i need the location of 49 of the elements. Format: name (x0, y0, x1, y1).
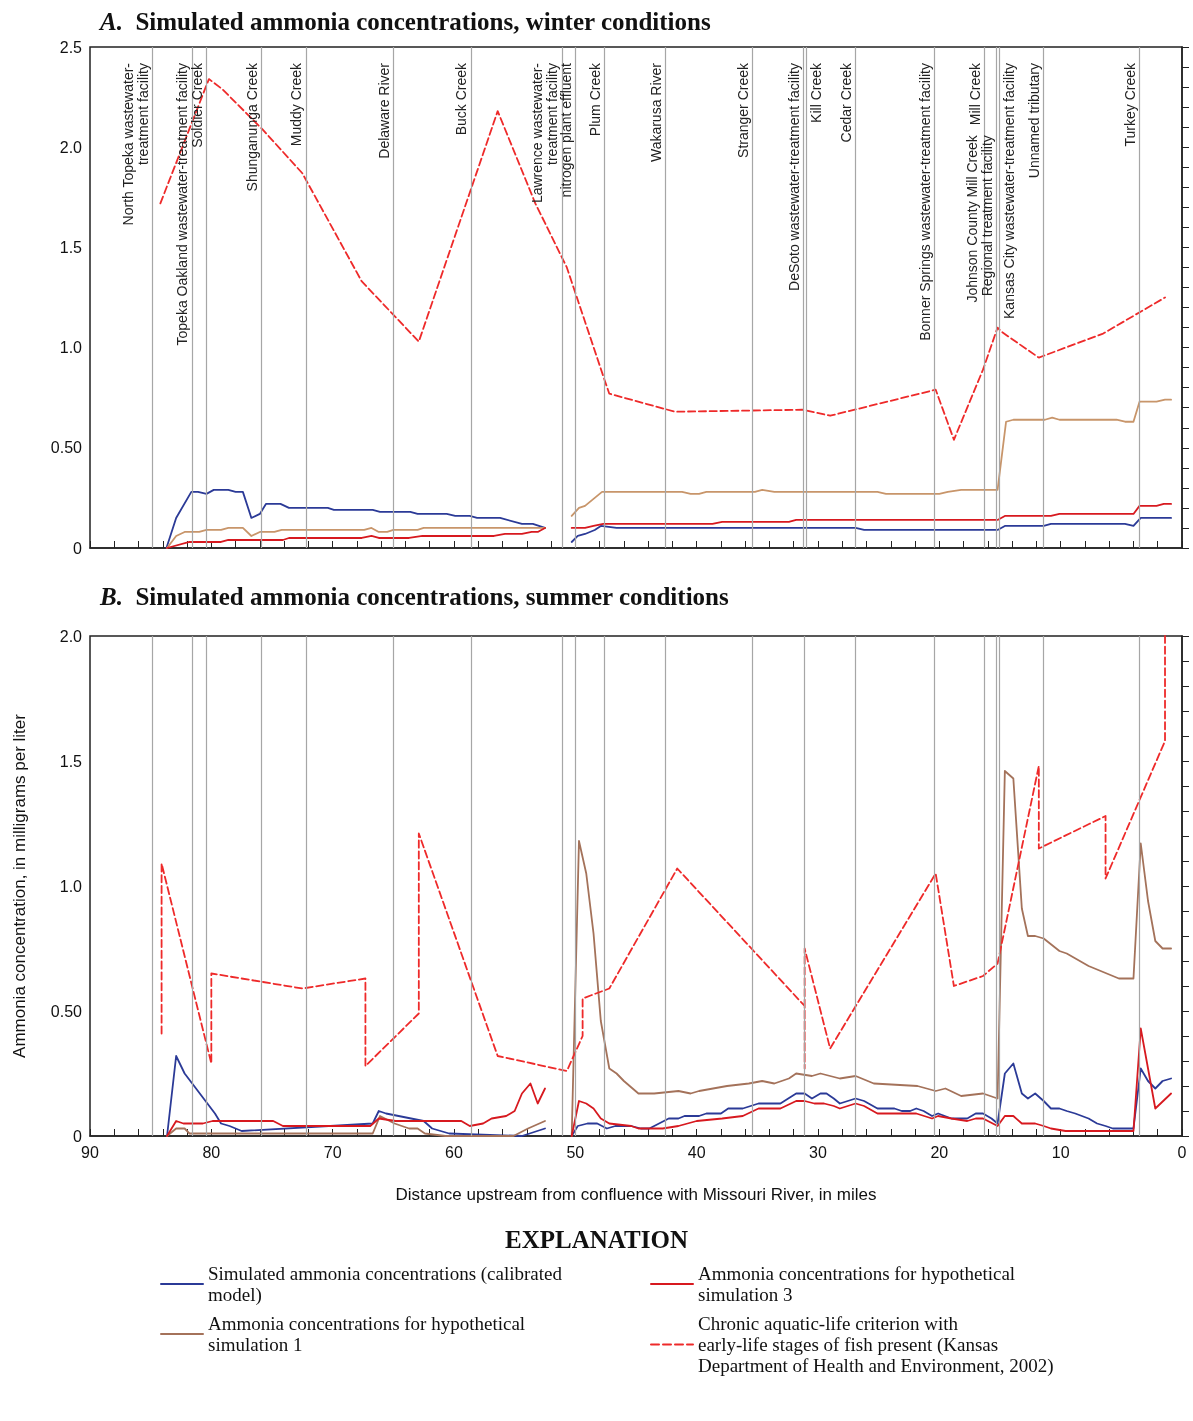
y-tick-label: 2.0 (59, 627, 83, 645)
ref-line-label: Mill Creek (966, 62, 983, 126)
x-axis-title: Distance upstream from confluence with Missouri River, in miles (395, 1185, 877, 1204)
ref-line-label: Buck Creek (453, 62, 470, 136)
y-tick-label: 1.0 (59, 877, 83, 895)
chart-title: A. Simulated ammonia concentrations, winter conditions (98, 8, 711, 35)
ref-line-label: DeSoto wastewater-treatment facility (785, 63, 802, 291)
y-tick-label: 0.50 (50, 439, 83, 457)
y-tick-label: 0.50 (50, 1002, 83, 1020)
x-tick-label: 0 (1177, 1143, 1187, 1161)
ref-line-label: North Topeka wastewater- treatment facility (119, 62, 151, 226)
y-tick-label: 2.5 (59, 38, 83, 56)
ref-line-label: Stranger Creek (734, 62, 751, 158)
line-series (160, 635, 1166, 1072)
y-tick-label: 0 (73, 1127, 83, 1145)
ref-line-label: Unnamed tributary (1026, 63, 1043, 179)
legend-label: Ammonia concentrations for hypothetical simulation 3 (698, 1263, 1016, 1305)
y-tick-label: 1.5 (59, 238, 83, 256)
legend-title: EXPLANATION (505, 1226, 688, 1253)
ref-line-label: Bonner Springs wastewater-treatment facility (916, 63, 933, 341)
ref-line-label: Muddy Creek (288, 62, 305, 147)
y-tick-label: 0 (73, 539, 83, 557)
ref-line-label: Turkey Creek (1122, 62, 1139, 147)
x-tick-label: 60 (445, 1143, 463, 1161)
y-tick-label: 1.5 (59, 752, 83, 770)
x-tick-label: 80 (202, 1143, 221, 1161)
ref-line-label: Johnson County Mill Creek Regional treatment facility (963, 134, 995, 303)
y-axis-title: Ammonia concentration, in milligrams per liter (10, 713, 29, 1058)
ref-line-label: Kansas City wastewater-treatment facility (1000, 63, 1017, 319)
chart-title: B. Simulated ammonia concentrations, summer conditions (99, 583, 729, 610)
legend-label: Chronic aquatic-life criterion with early-life stages of fish present (Kansas Department of Health and Environment, 2002) (698, 1313, 1054, 1377)
x-tick-label: 70 (323, 1143, 342, 1161)
x-tick-label: 90 (81, 1143, 99, 1161)
x-tick-label: 30 (809, 1143, 827, 1161)
legend-label: Ammonia concentrations for hypothetical simulation 1 (208, 1313, 526, 1355)
legend-label: Simulated ammonia concentrations (calibrated model) (208, 1263, 563, 1306)
x-tick-label: 20 (930, 1143, 949, 1161)
y-tick-label: 1.0 (59, 339, 83, 357)
ref-line-label: Plum Creek (586, 62, 603, 137)
x-tick-label: 10 (1051, 1143, 1070, 1161)
ref-line-label: Topeka Oakland wastewater-treatment facility (174, 63, 191, 346)
y-tick-label: 2.0 (59, 138, 83, 156)
x-tick-label: 40 (687, 1143, 706, 1161)
ref-line-label: Wakarusa River (647, 62, 664, 163)
ref-line-label: Kill Creek (807, 62, 824, 123)
x-tick-label: 50 (566, 1143, 585, 1161)
ref-line-label: Delaware River (375, 62, 392, 159)
ref-line-label: Shunganunga Creek (243, 62, 260, 192)
ref-line-label: Cedar Creek (838, 62, 855, 143)
